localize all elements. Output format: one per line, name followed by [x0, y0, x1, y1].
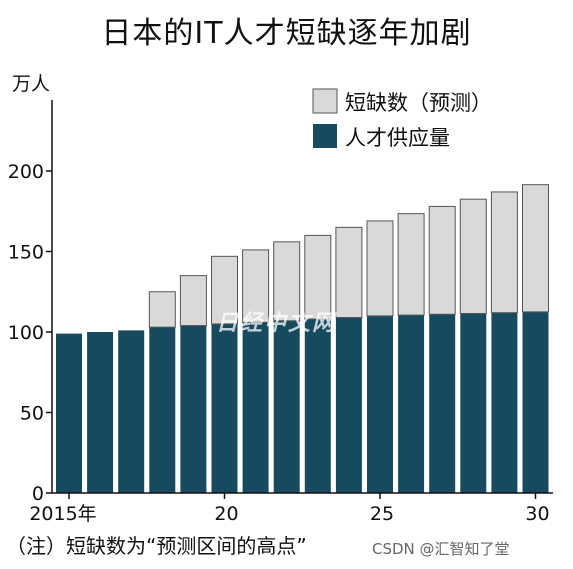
bar-shortage-2028	[459, 198, 487, 314]
bar-shortage-2024	[335, 226, 363, 319]
bars-group	[56, 184, 549, 493]
bar-supply-2019	[180, 325, 207, 493]
bar-shortage-2021	[242, 249, 270, 323]
x-axis-ticks: 2015年 20 25 30	[29, 493, 550, 525]
chart-title: 日本的IT人才短缺逐年加剧	[101, 16, 472, 51]
y-tick-label-50: 50	[20, 403, 44, 425]
y-axis-ticks: 0 50 100 150 200	[8, 161, 52, 505]
x-tick-label-2020: 20	[214, 503, 238, 525]
bar-supply-2028	[460, 313, 487, 493]
bar-supply-2029	[491, 312, 518, 493]
bar-supply-2020	[211, 323, 238, 493]
bar-shortage-2030	[522, 184, 549, 313]
y-axis-unit: 万人	[12, 73, 50, 95]
bar-shortage-2019	[179, 275, 207, 327]
bar-supply-2015	[56, 333, 82, 493]
legend: 短缺数（预测） 人才供应量	[312, 88, 492, 150]
bar-supply-2018	[149, 327, 176, 493]
legend-label-1: 人才供应量	[345, 126, 450, 150]
bar-supply-2027	[429, 314, 456, 493]
bar-shortage-2026	[397, 213, 425, 316]
bar-shortage-2022	[273, 241, 301, 322]
bar-supply-2022	[273, 320, 300, 493]
bar-shortage-2025	[366, 220, 394, 317]
bar-shortage-2018	[148, 291, 176, 328]
bar-supply-2016	[87, 332, 114, 493]
bar-supply-2024	[335, 317, 362, 493]
bar-supply-2023	[304, 319, 331, 493]
y-tick-label-150: 150	[8, 242, 44, 264]
bar-shortage-2023	[304, 234, 332, 320]
y-tick-label-200: 200	[8, 161, 44, 183]
legend-label-0: 短缺数（预测）	[345, 91, 492, 115]
bar-shortage-2027	[428, 205, 456, 315]
y-tick-label-100: 100	[8, 322, 44, 344]
bar-supply-2026	[398, 315, 425, 493]
y-tick-label-0: 0	[32, 483, 44, 505]
legend-swatch-1	[313, 124, 337, 148]
source-credit: CSDN @汇智知了堂	[372, 540, 510, 558]
x-tick-label-2025: 25	[370, 503, 394, 525]
bar-shortage-2029	[490, 191, 518, 314]
bar-supply-2025	[367, 315, 393, 493]
legend-swatch-0	[312, 88, 338, 114]
watermark-text: 日经中文网	[216, 311, 337, 336]
bar-shortage-2020	[211, 255, 238, 325]
bar-supply-2021	[242, 322, 269, 493]
bar-supply-2030	[522, 311, 549, 493]
footnote: （注）短缺数为“预测区间的高点”	[6, 534, 307, 558]
x-tick-label-2030: 30	[525, 503, 549, 525]
x-tick-label-2015: 2015年	[29, 503, 96, 525]
bar-supply-2017	[118, 330, 145, 493]
